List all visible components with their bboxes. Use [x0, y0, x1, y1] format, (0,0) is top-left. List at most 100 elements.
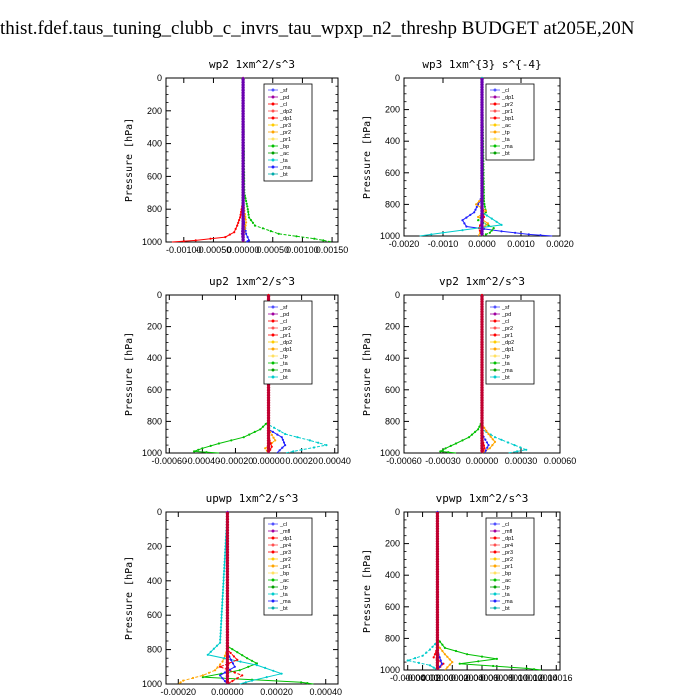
zero-profile-point [266, 393, 271, 397]
series-point [312, 446, 316, 449]
zero-profile-point [480, 189, 484, 193]
zero-profile-point [480, 143, 484, 148]
legend-label: _cl [279, 319, 287, 325]
zero-profile-point [225, 531, 230, 535]
zero-profile-point [435, 640, 440, 645]
y-axis-label: Pressure [hPa] [362, 332, 373, 416]
legend-label: _dp1 [501, 95, 514, 101]
series-point [220, 622, 223, 626]
legend-marker [271, 354, 275, 358]
y-tick-label: 1000 [380, 448, 400, 458]
series-point [265, 676, 268, 679]
series-point [488, 231, 491, 234]
series-point [246, 205, 249, 208]
zero-profile-point [480, 113, 484, 117]
zero-profile-point [241, 148, 245, 153]
legend-marker [271, 319, 275, 323]
zero-profile-point [480, 201, 484, 206]
series-point [221, 604, 224, 607]
series-point [245, 202, 248, 205]
series-point [269, 230, 272, 233]
zero-profile-point [435, 519, 440, 523]
legend-label: _cl [279, 102, 287, 108]
zero-profile-point [480, 168, 484, 173]
legend-marker [271, 585, 275, 589]
series-point [483, 447, 486, 450]
zero-profile-point [435, 597, 440, 602]
series-point [484, 233, 487, 236]
zero-profile-point [435, 643, 440, 647]
series-point [485, 441, 488, 444]
series-point [525, 667, 528, 670]
series-point [236, 677, 239, 680]
series-point [439, 659, 442, 662]
zero-profile-point [480, 146, 484, 150]
series-point [219, 638, 222, 641]
series-point [244, 197, 247, 200]
legend-label: _pr1 [279, 564, 291, 570]
zero-profile-point [225, 547, 230, 552]
series-point [264, 422, 267, 426]
series-point [236, 224, 239, 227]
series-point [484, 209, 487, 212]
series-point [433, 643, 437, 646]
zero-profile-point [435, 575, 440, 579]
zero-profile-point [480, 342, 484, 347]
series-point [214, 669, 217, 672]
zero-profile-point [435, 618, 440, 622]
legend-marker [493, 529, 497, 533]
y-axis-label: Pressure [hPa] [124, 118, 135, 202]
series-point [484, 449, 487, 452]
series-point [432, 666, 435, 669]
zero-profile-point [266, 431, 271, 435]
zero-profile-point [241, 114, 245, 119]
legend-label: _pr2 [501, 326, 513, 332]
series-point [519, 446, 522, 449]
zero-profile-point [480, 100, 484, 105]
zero-profile-point [241, 88, 245, 92]
series-point [223, 657, 226, 660]
series-point [220, 610, 223, 613]
legend-marker [493, 137, 497, 141]
legend-label: _dp1 [501, 347, 514, 353]
legend-marker [493, 326, 497, 330]
zero-profile-point [480, 433, 484, 438]
zero-profile-point [480, 77, 484, 82]
zero-profile-point [435, 645, 440, 650]
series-point [239, 216, 242, 219]
series-point [491, 438, 494, 441]
series-point [221, 591, 224, 595]
zero-profile-point [480, 148, 484, 153]
zero-profile-point [241, 169, 245, 174]
y-tick-label: 400 [147, 353, 162, 363]
panel-title: vpwp 1xm^2/s^3 [436, 492, 529, 505]
series-point [473, 211, 476, 214]
legend-label: _dp1 [501, 536, 514, 542]
zero-profile-point [225, 613, 230, 618]
legend-label: _sf [279, 305, 288, 311]
series-point [506, 441, 510, 444]
zero-profile-point [225, 657, 230, 662]
zero-profile-point [435, 554, 440, 559]
legend-label: _ac [501, 578, 511, 584]
zero-profile-point [480, 353, 484, 357]
zero-profile-point [225, 660, 230, 665]
zero-profile-point [435, 544, 440, 549]
zero-profile-point [225, 597, 230, 601]
series-point [441, 649, 444, 653]
y-tick-label: 600 [385, 602, 400, 612]
x-tick-label: -0.0010 [428, 239, 459, 249]
legend-label: _bt [501, 606, 510, 612]
legend-label: _pr1 [501, 333, 513, 339]
series-point [284, 444, 287, 447]
x-tick-label: -0.00020 [218, 456, 254, 466]
series-point [219, 641, 222, 644]
series-point [223, 554, 227, 557]
series-point [430, 233, 433, 236]
series-point [500, 230, 503, 233]
x-tick-label: 0.0010 [507, 239, 535, 249]
zero-profile-point [266, 418, 271, 423]
series-point [300, 681, 303, 684]
series-point [475, 205, 478, 209]
series-point [443, 653, 446, 656]
